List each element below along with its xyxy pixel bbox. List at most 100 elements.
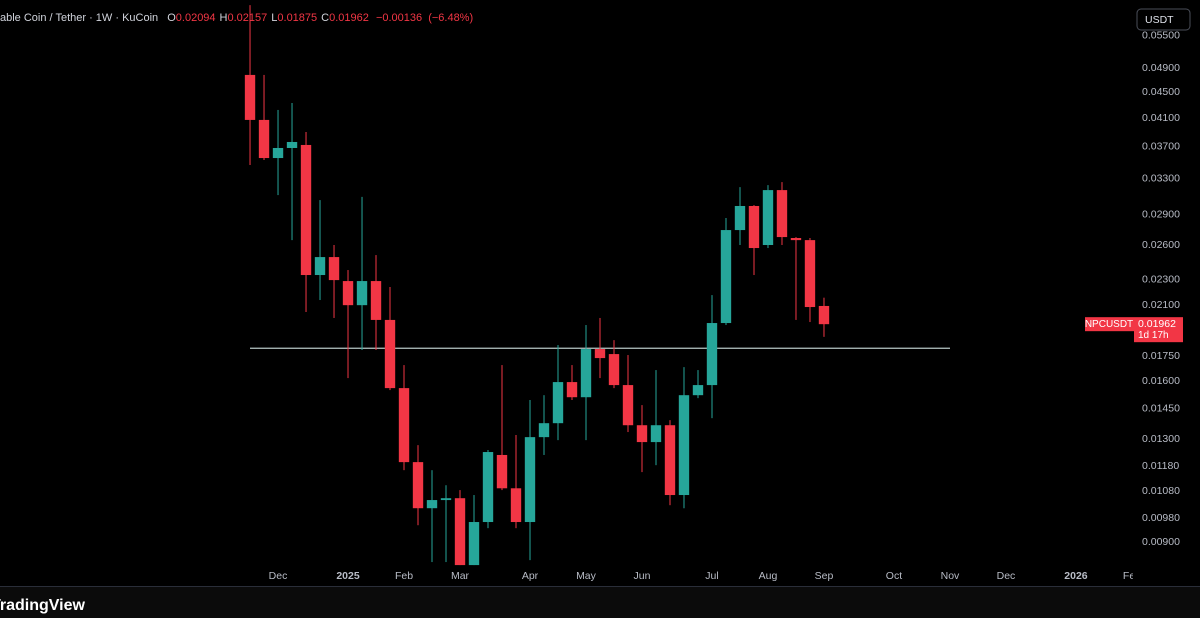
candle-body [818,305,830,325]
candle-body [804,240,816,308]
candle-body [370,281,382,320]
change-percent: (−6.48%) [428,12,473,24]
footer [0,587,1200,618]
brand-logo: TradingView [0,597,86,614]
candle-body [552,382,564,424]
x-tick-label: Nov [941,570,960,582]
candle-body [300,144,312,276]
x-tick-label: Dec [269,570,288,582]
candle-body [608,354,620,386]
candle-body [664,425,676,496]
candle-body [510,488,522,523]
candle-body [524,437,536,523]
header: able Coin / Tether · 1W · KuCoin O0.0209… [0,12,473,24]
symbol-tag-label: NPCUSDT [1085,319,1133,330]
candle-body [692,385,704,396]
x-tick-label: Oct [886,570,902,582]
y-tick-label: 0.04500 [1142,86,1180,98]
y-tick-label: 0.02900 [1142,209,1180,221]
candle-body [398,388,410,463]
y-tick-label: 0.01080 [1142,485,1180,497]
candle-body [244,74,256,120]
x-tick-label: Mar [451,570,470,582]
candle-body [454,498,466,566]
countdown-label: 1d 17h [1138,330,1169,341]
candle-body [426,500,438,509]
last-price-tag [1134,317,1183,343]
x-tick-label: May [576,570,597,582]
x-tick-label: Sep [815,570,834,582]
y-tick-label: 0.01300 [1142,433,1180,445]
candle-body [678,395,690,496]
x-tick-label: 2025 [336,570,360,582]
candle-body [790,238,802,241]
candle-body [258,119,270,159]
y-tick-label: 0.01750 [1142,350,1180,362]
candle-body [566,382,578,398]
x-tick-label: 2026 [1064,570,1088,582]
y-tick-label: 0.03300 [1142,173,1180,185]
ohlc-key: L [271,12,277,24]
y-tick-label: 0.03700 [1142,141,1180,153]
change: −0.00136 [376,12,422,24]
candle-body [748,205,760,249]
last-price-label: 0.01962 [1138,318,1176,330]
y-tick-label: 0.04900 [1142,62,1180,74]
currency-label[interactable]: USDT [1145,14,1174,26]
candle-body [776,190,788,238]
x-tick-label: Dec [997,570,1016,582]
candle-body [328,257,340,281]
candle-body [440,498,452,501]
candle-body [762,190,774,246]
candle-body [538,423,550,438]
candle-body [650,425,662,443]
time-axis-labels: Dec 2025 Feb Mar Apr May Jun Jul Aug Sep Oct Nov Dec… [269,570,1141,582]
y-tick-label: 0.01180 [1142,460,1179,472]
candle-body [384,319,396,389]
price-axis-labels: 0.05500 0.04900 0.04500 0.04100 0.03700 0.033… [1142,30,1180,548]
symbol-tag [1085,317,1134,332]
ohlc-value: 0.02094 [176,12,216,24]
y-tick-label: 0.00980 [1142,512,1180,524]
candle-body [314,257,326,276]
ohlc-key: H [220,12,228,24]
y-tick-label: 0.05500 [1142,30,1180,42]
symbol-description: able Coin / Tether · 1W · KuCoin [0,12,158,24]
y-tick-label: 0.04100 [1142,112,1180,124]
x-tick-label: Aug [759,570,778,582]
y-tick-label: 0.00900 [1142,536,1180,548]
candle-body [706,323,718,386]
y-tick-label: 0.02100 [1142,299,1180,311]
candle-body [580,349,592,398]
time-axis [0,566,1133,586]
candle-body [636,425,648,443]
candle-body [356,281,368,306]
candle-body [734,205,746,231]
ohlc-key: O [167,12,176,24]
ohlc-value: 0.01962 [329,12,369,24]
candle-body [412,462,424,509]
x-tick-label: Apr [522,570,539,582]
candle-body [496,454,508,489]
candle-body [594,349,606,359]
ohlc-value: 0.01875 [277,12,317,24]
ohlc-value: 0.02157 [228,12,268,24]
x-tick-label: Feb [395,570,413,582]
candle-body [272,147,284,159]
candle-body [342,281,354,306]
candle-body [482,452,494,523]
candle-body [720,230,732,324]
x-tick-label: Jun [634,570,651,582]
y-tick-label: 0.01600 [1142,375,1180,387]
y-tick-label: 0.02300 [1142,274,1180,286]
plot-area [244,5,950,566]
currency-button[interactable] [1136,8,1191,31]
y-tick-label: 0.01450 [1142,403,1180,415]
price-axis [1133,0,1200,586]
y-tick-label: 0.02600 [1142,239,1180,251]
candle-body [286,141,298,148]
candle-body [622,385,634,426]
ohlc-key: C [321,12,329,24]
